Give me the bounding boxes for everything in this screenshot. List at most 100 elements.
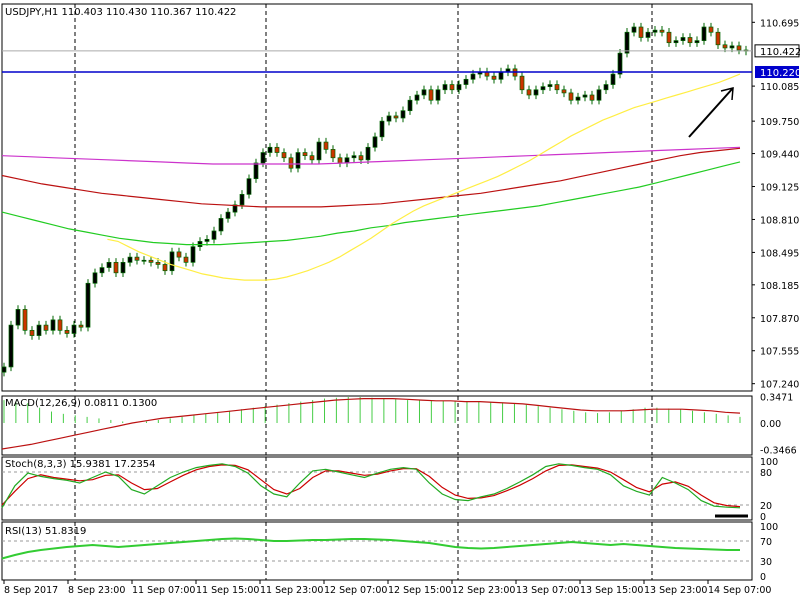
macd-label: MACD(12,26,9) 0.0811 0.1300 — [5, 398, 157, 409]
candle-body — [316, 141, 322, 161]
candle-body — [526, 89, 532, 96]
candle-body — [596, 89, 602, 101]
candle-body — [575, 96, 581, 101]
candle-body — [337, 157, 343, 164]
candle-body — [680, 37, 686, 41]
candle-body — [736, 45, 742, 51]
candle-body — [659, 29, 665, 33]
up-arrow-icon — [688, 87, 734, 138]
candle-body — [211, 230, 217, 240]
candle-body — [134, 256, 140, 261]
candle-body — [491, 75, 497, 80]
time-tick-label: 13 Sep 23:00 — [644, 585, 707, 596]
candle-body — [463, 78, 469, 85]
stoch-signal-line — [1, 464, 741, 508]
price-pane — [1, 3, 753, 392]
candle-body — [470, 73, 476, 80]
ma-yellow-line — [107, 73, 741, 281]
candle-body — [295, 152, 301, 169]
candle-body — [57, 319, 63, 331]
candle-body — [176, 251, 182, 258]
candle-body — [253, 162, 259, 180]
candle-body — [694, 40, 700, 44]
up-arrow-head-icon — [720, 87, 734, 101]
candle-body — [50, 319, 56, 331]
candle-body — [379, 120, 385, 138]
candle-body — [638, 26, 644, 38]
candle-body — [547, 84, 553, 87]
rsi-pane — [1, 521, 753, 581]
time-tick-label: 13 Sep 07:00 — [516, 585, 579, 596]
price-tick-label: 107.870 — [760, 314, 799, 325]
candle-body — [239, 194, 245, 206]
candle-body — [701, 26, 707, 41]
candle-body — [652, 29, 658, 33]
time-tick-label: 13 Sep 15:00 — [580, 585, 643, 596]
symbol-header: USDJPY,H1 110.403 110.430 110.367 110.42… — [5, 7, 236, 18]
candle-body — [29, 329, 35, 336]
candle-body — [120, 261, 126, 274]
price-tick-label: 108.810 — [760, 215, 799, 226]
price-tick-label: 109.125 — [760, 183, 799, 194]
candle-body — [64, 329, 70, 334]
time-tick-label: 8 Sep 2017 — [4, 585, 58, 596]
current-price-label: 110.422 — [760, 47, 800, 58]
macd-tick-label: -0.3466 — [760, 445, 797, 456]
time-tick-label: 11 Sep 07:00 — [132, 585, 195, 596]
candle-body — [561, 89, 567, 94]
price-tick-label: 107.555 — [760, 347, 799, 358]
price-tick-label: 109.440 — [760, 150, 799, 161]
macd-signal-line — [1, 398, 741, 450]
macd-pane — [1, 395, 753, 456]
candle-body — [141, 259, 147, 262]
candle-body — [218, 218, 224, 232]
candle-body — [351, 155, 357, 159]
candle-body — [232, 204, 238, 213]
candle-body — [603, 84, 609, 91]
candle-body — [610, 73, 616, 85]
time-tick-label: 14 Sep 07:00 — [708, 585, 771, 596]
time-tick-label: 11 Sep 15:00 — [196, 585, 259, 596]
rsi-tick-label: 70 — [760, 537, 772, 548]
candle-body — [330, 149, 336, 159]
macd-tick-label: 0.3471 — [760, 392, 793, 403]
candle-body — [582, 94, 588, 98]
candle-body — [533, 89, 539, 96]
price-tick-label: 109.750 — [760, 117, 799, 128]
candle-body — [428, 89, 434, 101]
candle-body — [127, 256, 133, 263]
candle-body — [323, 141, 329, 150]
candle-body — [631, 26, 637, 33]
candle-body — [78, 324, 84, 328]
ma-red-line — [1, 147, 741, 208]
candle-body — [400, 110, 406, 119]
candle-body — [456, 84, 462, 91]
rsi-tick-label: 100 — [760, 522, 778, 533]
candle-body — [442, 84, 448, 91]
candle-body — [22, 309, 28, 331]
rsi-line — [1, 537, 740, 560]
candle-body — [414, 94, 420, 101]
candle-body — [554, 84, 560, 91]
candle-body — [148, 259, 154, 263]
candle-body — [722, 44, 728, 49]
time-tick-label: 8 Sep 23:00 — [68, 585, 125, 596]
candle-body — [267, 146, 273, 153]
candle-body — [673, 40, 679, 44]
candle-body — [407, 99, 413, 112]
stoch-main-line — [1, 463, 741, 509]
rsi-tick-label: 0 — [760, 572, 766, 583]
candle-body — [358, 155, 364, 161]
candle-body — [71, 324, 77, 334]
candle-body — [666, 31, 672, 44]
candle-body — [274, 146, 280, 153]
rsi-label: RSI(13) 51.8319 — [5, 526, 86, 537]
candle-body — [540, 86, 546, 91]
candle-body — [421, 89, 427, 96]
macd-tick-label: 0.00 — [760, 419, 781, 430]
stoch-pane — [1, 456, 753, 521]
price-tick-label: 110.695 — [760, 18, 799, 29]
stoch-tick-label: 0 — [760, 512, 766, 523]
time-tick-label: 11 Sep 23:00 — [260, 585, 323, 596]
